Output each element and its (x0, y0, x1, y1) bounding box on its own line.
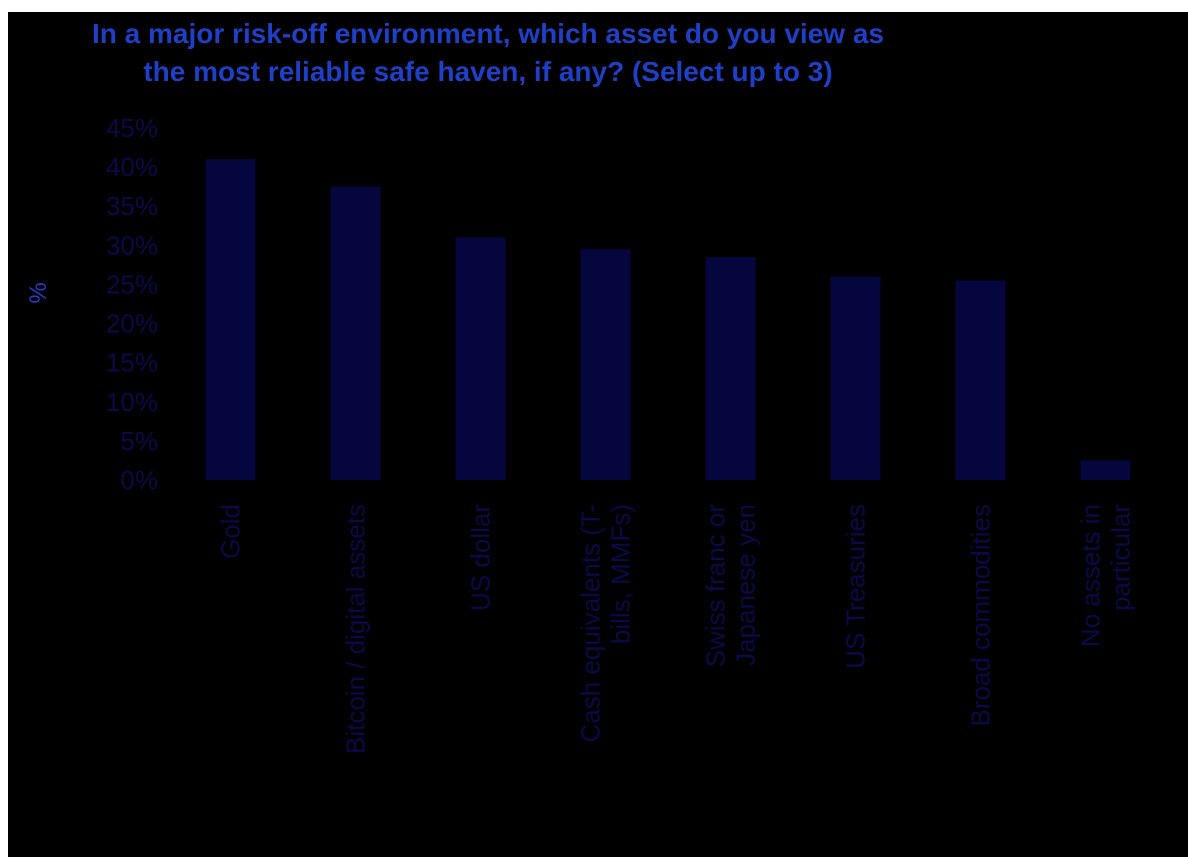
bar (705, 257, 756, 480)
y-tick-label: 5% (120, 426, 158, 456)
y-tick-label: 15% (106, 348, 158, 378)
x-category-label: particular (1106, 504, 1136, 611)
bar (580, 249, 631, 480)
y-tick-label: 30% (106, 230, 158, 260)
y-tick-label: 20% (106, 309, 158, 339)
y-tick-label: 35% (106, 191, 158, 221)
x-category-label: Japanese yen (731, 504, 761, 666)
x-category-label: bills, MMFs) (606, 504, 636, 644)
x-category-label: No assets in (1076, 504, 1106, 647)
y-axis-title: % (25, 282, 52, 303)
x-category-label: Cash equivalents (T- (576, 504, 606, 742)
x-category-label: Bitcoin / digital assets (341, 504, 371, 754)
bar (455, 237, 506, 480)
bar (330, 186, 381, 480)
chart-title: In a major risk-off environment, which a… (8, 15, 968, 91)
y-tick-label: 0% (120, 465, 158, 495)
bar (1080, 460, 1131, 480)
chart-title-line1: In a major risk-off environment, which a… (92, 18, 884, 49)
x-category-label: Gold (216, 504, 246, 559)
x-category-label: US Treasuries (841, 504, 871, 669)
chart-area: In a major risk-off environment, which a… (8, 12, 1188, 857)
y-tick-label: 45% (106, 113, 158, 143)
y-tick-label: 40% (106, 152, 158, 182)
x-category-label: US dollar (466, 504, 496, 611)
bar (830, 276, 881, 480)
y-tick-label: 25% (106, 269, 158, 299)
bar-chart: 0% 5% 10% 15% 20% 25% 30% 35% 40% 45%% Gold Bitcoin… (25, 113, 1136, 754)
x-category-label: Broad commodities (966, 504, 996, 727)
bar (205, 159, 256, 481)
x-category-label: Swiss franc or (701, 504, 731, 668)
bar (955, 280, 1006, 480)
chart-title-line2: the most reliable safe haven, if any? (S… (143, 56, 833, 87)
y-tick-label: 10% (106, 387, 158, 417)
